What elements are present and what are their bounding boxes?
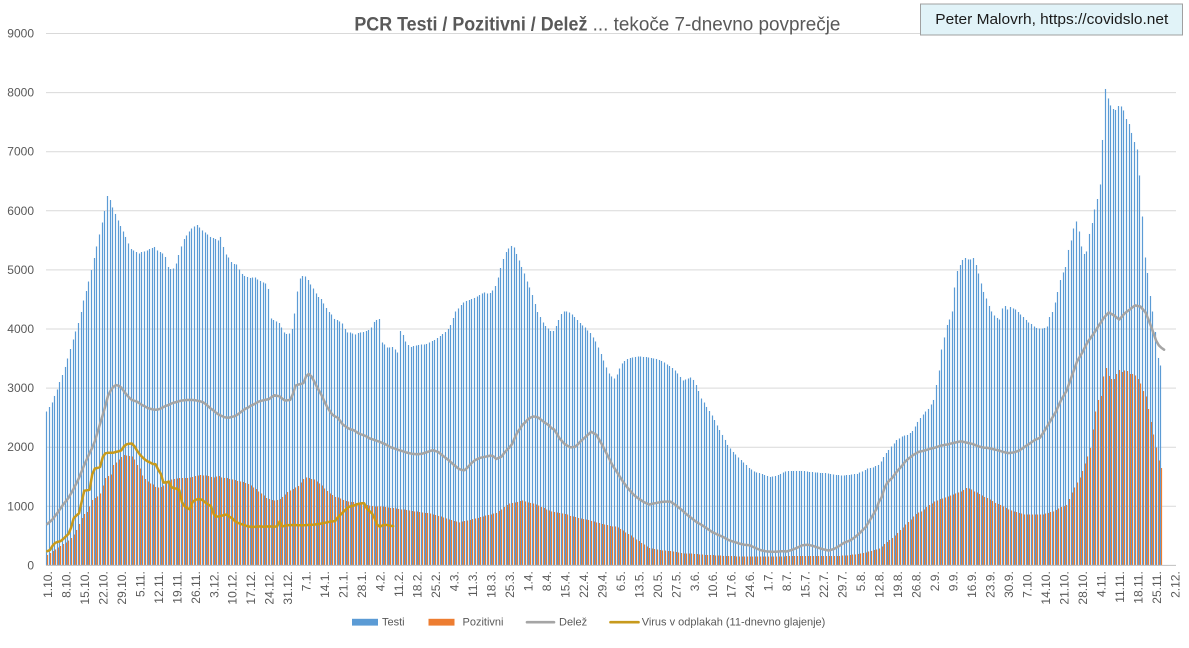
- svg-text:5.8.: 5.8.: [854, 571, 868, 591]
- svg-text:28.1.: 28.1.: [355, 571, 369, 598]
- svg-text:1000: 1000: [7, 499, 34, 513]
- svg-text:4000: 4000: [7, 322, 34, 336]
- svg-text:26.11.: 26.11.: [189, 571, 203, 603]
- svg-text:1.7.: 1.7.: [762, 571, 776, 591]
- svg-text:14.1.: 14.1.: [318, 571, 332, 598]
- svg-text:6000: 6000: [7, 204, 34, 218]
- svg-text:17.6.: 17.6.: [725, 571, 739, 598]
- svg-text:18.3.: 18.3.: [485, 571, 499, 598]
- svg-text:29.4.: 29.4.: [595, 571, 609, 598]
- svg-text:24.12.: 24.12.: [263, 571, 277, 604]
- svg-text:15.10.: 15.10.: [78, 571, 92, 604]
- svg-text:30.9.: 30.9.: [1002, 571, 1016, 598]
- svg-text:29.7.: 29.7.: [836, 571, 850, 598]
- svg-text:4.3.: 4.3.: [448, 571, 462, 591]
- svg-text:9.9.: 9.9.: [947, 571, 961, 591]
- svg-text:Virus v odplakah (11-dnevno gl: Virus v odplakah (11-dnevno glajenje): [642, 617, 826, 629]
- svg-text:Peter Malovrh, https://covidsl: Peter Malovrh, https://covidslo.net: [935, 11, 1169, 28]
- svg-text:2.9.: 2.9.: [928, 571, 942, 591]
- svg-text:28.10.: 28.10.: [1076, 571, 1090, 604]
- svg-text:8.7.: 8.7.: [780, 571, 794, 591]
- svg-text:10.6.: 10.6.: [706, 571, 720, 598]
- svg-text:25.2.: 25.2.: [429, 571, 443, 598]
- svg-text:8000: 8000: [7, 86, 34, 100]
- svg-text:21.10.: 21.10.: [1057, 571, 1071, 604]
- svg-text:31.12.: 31.12.: [281, 571, 295, 604]
- svg-text:15.7.: 15.7.: [799, 571, 813, 598]
- svg-text:Pozitivni: Pozitivni: [463, 617, 504, 629]
- svg-text:Testi: Testi: [382, 617, 405, 629]
- svg-text:7000: 7000: [7, 145, 34, 159]
- svg-text:22.4.: 22.4.: [577, 571, 591, 598]
- svg-text:22.7.: 22.7.: [817, 571, 831, 598]
- svg-text:2000: 2000: [7, 440, 34, 454]
- svg-text:6.5.: 6.5.: [614, 571, 628, 591]
- svg-text:8.10.: 8.10.: [59, 571, 73, 598]
- svg-text:18.2.: 18.2.: [411, 571, 425, 598]
- svg-text:1.4.: 1.4.: [521, 571, 535, 591]
- svg-text:Delež: Delež: [559, 617, 587, 629]
- svg-text:7.10.: 7.10.: [1020, 571, 1034, 598]
- svg-text:23.9.: 23.9.: [984, 571, 998, 598]
- svg-text:25.11.: 25.11.: [1150, 571, 1164, 603]
- svg-text:24.6.: 24.6.: [743, 571, 757, 598]
- svg-text:10.12.: 10.12.: [226, 571, 240, 604]
- svg-text:7.1.: 7.1.: [300, 571, 314, 591]
- svg-text:18.11.: 18.11.: [1131, 571, 1145, 603]
- svg-text:11.2.: 11.2.: [392, 571, 406, 597]
- svg-text:5.11.: 5.11.: [133, 571, 147, 597]
- svg-text:29.10.: 29.10.: [115, 571, 129, 604]
- svg-text:2.12.: 2.12.: [1168, 571, 1182, 598]
- svg-text:13.5.: 13.5.: [632, 571, 646, 598]
- svg-text:11.11.: 11.11.: [1113, 571, 1127, 603]
- svg-text:27.5.: 27.5.: [669, 571, 683, 598]
- svg-text:5000: 5000: [7, 263, 34, 277]
- svg-text:4.2.: 4.2.: [374, 571, 388, 591]
- svg-text:4.11.: 4.11.: [1094, 571, 1108, 597]
- svg-text:21.1.: 21.1.: [337, 571, 351, 598]
- svg-text:25.3.: 25.3.: [503, 571, 517, 598]
- svg-text:17.12.: 17.12.: [244, 571, 258, 604]
- svg-text:19.11.: 19.11.: [170, 571, 184, 603]
- svg-text:PCR Testi / Pozitivni / Delež: PCR Testi / Pozitivni / Delež ... tekoče…: [354, 14, 840, 35]
- svg-text:11.3.: 11.3.: [466, 571, 480, 597]
- svg-text:8.4.: 8.4.: [540, 571, 554, 591]
- svg-text:9000: 9000: [7, 27, 34, 41]
- svg-text:19.8.: 19.8.: [891, 571, 905, 598]
- svg-text:3.6.: 3.6.: [688, 571, 702, 591]
- svg-text:12.11.: 12.11.: [152, 571, 166, 603]
- svg-text:0: 0: [27, 558, 34, 572]
- svg-text:26.8.: 26.8.: [910, 571, 924, 598]
- svg-text:15.4.: 15.4.: [558, 571, 572, 598]
- svg-text:1.10.: 1.10.: [41, 571, 55, 598]
- svg-text:3000: 3000: [7, 381, 34, 395]
- svg-text:22.10.: 22.10.: [96, 571, 110, 604]
- svg-text:16.9.: 16.9.: [965, 571, 979, 598]
- svg-text:14.10.: 14.10.: [1039, 571, 1053, 604]
- svg-text:12.8.: 12.8.: [873, 571, 887, 598]
- svg-text:3.12.: 3.12.: [207, 571, 221, 598]
- svg-text:20.5.: 20.5.: [651, 571, 665, 598]
